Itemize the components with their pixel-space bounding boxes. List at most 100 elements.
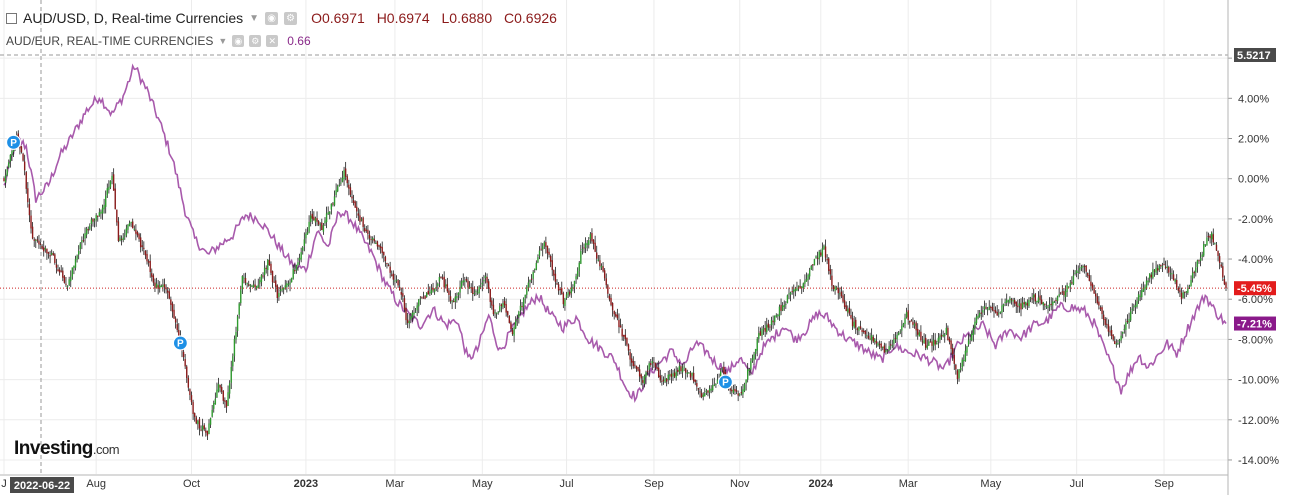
candle-body (265, 267, 267, 269)
candle-body (20, 146, 23, 153)
candle-body (677, 369, 679, 373)
candle-body (352, 200, 355, 204)
y-tick-label: 0.00% (1238, 174, 1269, 186)
candle-body (650, 363, 652, 366)
logo-brand: Investing (14, 438, 93, 459)
candle-body (1161, 265, 1164, 267)
candle-body (632, 360, 634, 367)
candle-body (198, 418, 201, 429)
candle-body (861, 329, 863, 333)
candle-body (665, 378, 668, 382)
candle-body (774, 315, 776, 323)
candle-body (605, 278, 607, 286)
candle-body (260, 275, 263, 282)
candle-body (611, 302, 614, 311)
candle-body (764, 327, 766, 332)
candle-body (978, 312, 981, 317)
candle-body (308, 221, 310, 232)
candle-body (929, 341, 932, 343)
candle-body (789, 292, 792, 295)
candle-body (1091, 283, 1094, 289)
candle-body (810, 266, 812, 270)
candle-body (316, 218, 318, 222)
candle-body (940, 335, 943, 337)
candle-body (1098, 301, 1100, 306)
candle-body (1115, 343, 1118, 345)
candle-body (1039, 295, 1041, 301)
candle-body (691, 372, 693, 376)
candle-body (953, 354, 955, 364)
candle-body (38, 240, 40, 245)
close-icon[interactable]: ✕ (266, 35, 279, 47)
candle-body (486, 276, 488, 283)
candle-body (904, 317, 906, 325)
candle-body (775, 315, 777, 317)
candle-body (1209, 235, 1211, 239)
candle-body (627, 344, 630, 351)
candle-body (1069, 282, 1071, 287)
gear-icon[interactable]: ⚙ (284, 11, 298, 25)
gear-icon[interactable]: ⚙ (249, 35, 262, 47)
compare-title[interactable]: AUD/EUR, REAL-TIME CURRENCIES (6, 34, 214, 48)
candle-body (335, 189, 337, 195)
candle-body (885, 350, 887, 352)
candle-body (205, 430, 207, 433)
chevron-down-icon[interactable]: ▼ (218, 36, 228, 46)
candle-body (713, 384, 716, 386)
candle-body (994, 310, 997, 313)
candle-body (414, 311, 417, 313)
candle-body (936, 342, 938, 345)
candle-body (546, 245, 549, 254)
candle-body (384, 256, 387, 262)
candle-body (1158, 265, 1160, 270)
candle-body (1056, 296, 1059, 302)
candle-body (166, 290, 169, 293)
collapse-legend-icon[interactable] (6, 12, 17, 24)
candle-body (596, 252, 598, 259)
candle-body (975, 316, 978, 324)
eye-icon[interactable]: ◉ (232, 35, 245, 47)
candle-body (225, 400, 228, 408)
candle-body (400, 291, 402, 295)
candle-body (1195, 267, 1197, 273)
candle-body (729, 388, 731, 391)
candle-body (251, 286, 253, 288)
x-tick-label: Jul (1070, 478, 1084, 490)
candle-body (1174, 279, 1176, 282)
candle-body (1047, 306, 1049, 308)
candle-body (495, 313, 498, 315)
candle-body (719, 371, 722, 380)
candle-body (484, 276, 487, 278)
candle-body (1129, 311, 1132, 321)
candle-body (79, 243, 81, 250)
chevron-down-icon[interactable]: ▼ (249, 12, 260, 24)
candle-body (483, 279, 485, 282)
candle-body (721, 368, 723, 370)
candle-body (184, 359, 186, 367)
candle-body (761, 329, 763, 336)
candle-body (661, 380, 663, 382)
candle-body (835, 287, 838, 289)
candle-body (710, 388, 712, 391)
candle-body (964, 350, 967, 361)
candle-body (154, 282, 156, 289)
candle-body (147, 261, 150, 263)
marker-circle (5, 134, 22, 150)
candle-body (642, 380, 644, 383)
candle-body (1168, 266, 1170, 273)
candle-body (991, 306, 994, 311)
candle-body (1061, 291, 1064, 293)
candle-body (392, 273, 395, 280)
candle-body (89, 225, 91, 230)
candle-body (46, 248, 48, 254)
candle-body (870, 335, 873, 341)
candle-body (71, 267, 74, 277)
candle-body (87, 229, 89, 231)
candle-body (850, 314, 852, 319)
symbol-title[interactable]: AUD/USD, D, Real-time Currencies (23, 10, 244, 26)
candle-body (1187, 288, 1189, 293)
eye-icon[interactable]: ◉ (265, 11, 279, 25)
